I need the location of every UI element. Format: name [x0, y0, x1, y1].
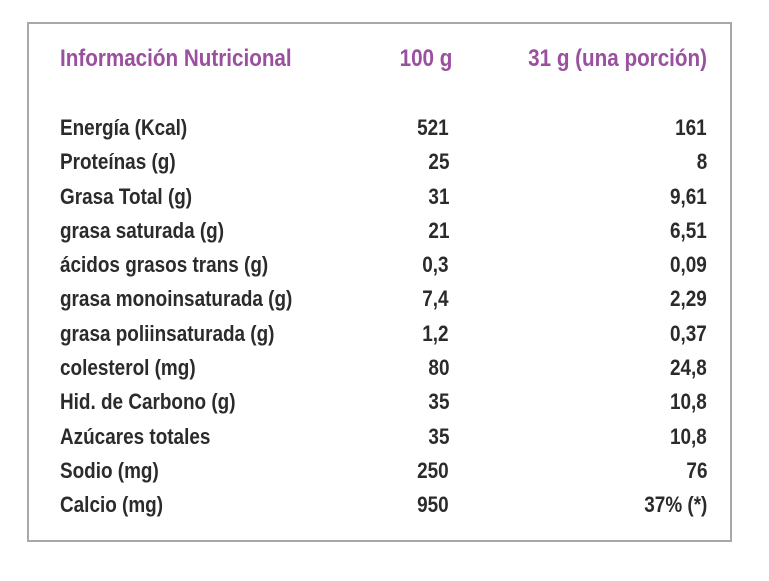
value-per-portion: 37% (*) — [643, 492, 707, 518]
table-row: grasa saturada (g) 21 6,51 — [0, 216, 769, 250]
table-title: Información Nutricional — [60, 45, 292, 72]
value-per-portion: 10,8 — [670, 389, 707, 415]
value-per-portion: 6,51 — [670, 217, 707, 243]
value-per-100g: 7,4 — [422, 286, 449, 312]
value-per-100g: 521 — [417, 115, 449, 140]
value-per-100g: 250 — [417, 457, 449, 483]
table-row: Calcio (mg) 950 37% (*) — [0, 490, 769, 524]
table-row: Hid. de Carbono (g) 35 10,8 — [0, 387, 769, 421]
value-per-portion: 0,37 — [670, 320, 707, 346]
value-per-portion: 10,8 — [670, 423, 707, 449]
nutrient-label: Sodio (mg) — [60, 457, 159, 483]
value-per-portion: 9,61 — [670, 183, 707, 209]
column-header-portion: 31 g (una porción) — [528, 45, 707, 72]
nutrient-label: Energía (Kcal) — [60, 115, 188, 140]
nutrient-label: colesterol (mg) — [60, 355, 196, 381]
table-row: grasa poliinsaturada (g) 1,2 0,37 — [0, 319, 769, 353]
table-row: Sodio (mg) 250 76 — [0, 456, 769, 490]
nutrient-label: Grasa Total (g) — [60, 183, 193, 209]
table-row: Energía (Kcal) 521 161 — [0, 113, 769, 147]
table-row: colesterol (mg) 80 24,8 — [0, 353, 769, 387]
table-row: Proteínas (g) 25 8 — [0, 147, 769, 181]
value-per-portion: 161 — [675, 115, 707, 140]
column-header-100g: 100 g — [399, 45, 452, 72]
value-per-100g: 0,3 — [422, 252, 449, 278]
value-per-portion: 76 — [685, 457, 707, 483]
nutrient-label: grasa poliinsaturada (g) — [60, 320, 275, 346]
value-per-100g: 31 — [427, 183, 449, 209]
value-per-100g: 21 — [427, 217, 449, 243]
nutrition-rows: Energía (Kcal) 521 161 Proteínas (g) 25 … — [0, 113, 769, 525]
value-per-portion: 24,8 — [670, 355, 707, 381]
nutrient-label: grasa saturada (g) — [60, 217, 225, 243]
value-per-100g: 25 — [427, 149, 449, 175]
table-row: ácidos grasos trans (g) 0,3 0,09 — [0, 250, 769, 284]
value-per-portion: 8 — [696, 149, 707, 175]
value-per-100g: 80 — [427, 355, 449, 381]
nutrient-label: Proteínas (g) — [60, 149, 176, 175]
nutrient-label: grasa monoinsaturada (g) — [60, 286, 293, 312]
table-row: grasa monoinsaturada (g) 7,4 2,29 — [0, 284, 769, 318]
nutrient-label: Azúcares totales — [60, 423, 211, 449]
value-per-100g: 1,2 — [422, 320, 449, 346]
value-per-100g: 950 — [417, 492, 449, 518]
table-row: Azúcares totales 35 10,8 — [0, 422, 769, 456]
value-per-100g: 35 — [427, 389, 449, 415]
nutrient-label: Calcio (mg) — [60, 492, 164, 518]
value-per-portion: 2,29 — [670, 286, 707, 312]
value-per-portion: 0,09 — [670, 252, 707, 278]
nutrient-label: ácidos grasos trans (g) — [60, 252, 269, 278]
nutrition-table-panel — [27, 22, 732, 542]
value-per-100g: 35 — [427, 423, 449, 449]
table-row: Grasa Total (g) 31 9,61 — [0, 182, 769, 216]
nutrient-label: Hid. de Carbono (g) — [60, 389, 236, 415]
